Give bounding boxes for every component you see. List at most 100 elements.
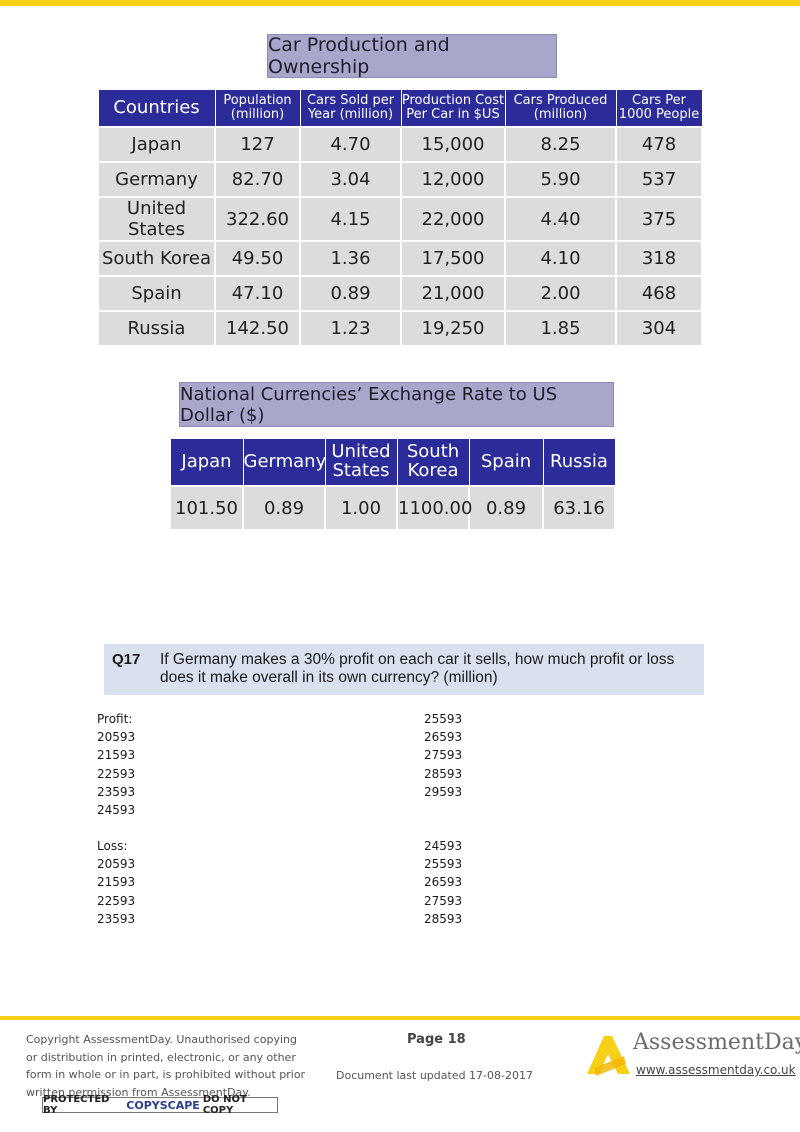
question-number: Q17 [112,651,141,668]
top-accent-bar [0,0,800,6]
profit-options-right: 25593 26593 27593 28593 29593 [424,710,462,801]
table-cell: 1.00 [324,485,398,531]
table-cell: 375 [615,196,703,242]
footer-accent-bar [0,1016,800,1020]
answer-option[interactable]: 21593 [97,875,136,890]
table-cell: 1.36 [299,240,402,277]
table-cell: 478 [615,126,703,163]
table-cell: 318 [615,240,703,277]
answer-option[interactable]: 26593 [424,875,463,890]
answer-option[interactable]: 22593 [97,893,136,908]
answer-option[interactable]: 27593 [424,748,463,763]
answer-option[interactable]: 24593 [424,839,463,853]
answer-option[interactable]: 29593 [424,784,463,799]
table-cell: Russia [97,310,216,347]
table-cell: South Korea [97,240,216,277]
table-cell: 49.50 [214,240,301,277]
last-updated: Document last updated 17-08-2017 [336,1069,533,1082]
table-cell: 3.04 [299,161,402,198]
answer-option[interactable]: 21593 [97,748,136,763]
table-header-row: Japan Germany United States South Korea Sp… [169,438,616,487]
car-production-title: Car Production and Ownership [267,34,557,78]
header-production-cost: Production Cost Per Car in $US [400,89,506,128]
table-cell: 4.10 [504,240,617,277]
header-population: Population (million) [214,89,301,128]
table-row: United States 322.60 4.15 22,000 4.40 37… [97,196,703,242]
table-cell: 8.25 [504,126,617,163]
header-countries: Countries [97,89,216,128]
answer-option[interactable]: 24593 [97,802,136,817]
answer-option[interactable]: 25593 [424,857,463,872]
table-cell: 468 [615,275,703,312]
header-united-states: United States [324,438,398,487]
answer-option[interactable]: 28593 [424,911,463,926]
header-russia: Russia [542,438,616,487]
table-cell: 22,000 [400,196,506,242]
table-cell: 21,000 [400,275,506,312]
header-cars-produced: Cars Produced (million) [504,89,617,128]
table-cell: 127 [214,126,301,163]
table-header-row: Countries Population (million) Cars Sold … [97,89,703,128]
exchange-rate-table: Japan Germany United States South Korea Sp… [169,438,616,531]
table-cell: 1.23 [299,310,402,347]
answer-option[interactable]: 26593 [424,730,463,745]
header-cars-per-1000: Cars Per 1000 People [615,89,703,128]
header-japan: Japan [169,438,244,487]
car-production-table: Countries Population (million) Cars Sold … [97,89,703,347]
copyscape-pre: PROTECTED BY [43,1094,110,1116]
table-cell: 2.00 [504,275,617,312]
header-south-korea: South Korea [396,438,470,487]
page-number: Page 18 [407,1032,466,1047]
table-row: Russia 142.50 1.23 19,250 1.85 304 [97,310,703,347]
loss-options-right: 24593 25593 26593 27593 28593 [424,837,462,928]
table-row: Spain 47.10 0.89 21,000 2.00 468 [97,275,703,312]
table-row: South Korea 49.50 1.36 17,500 4.10 318 [97,240,703,277]
table-cell: 82.70 [214,161,301,198]
loss-heading: Loss: [97,839,128,853]
answer-option[interactable]: 23593 [97,911,136,926]
table-cell: 17,500 [400,240,506,277]
copyscape-brand: COPYSCAPE [126,1098,200,1112]
answer-option[interactable]: 23593 [97,784,136,799]
copyscape-post: DO NOT COPY [202,1094,247,1116]
table-cell: 15,000 [400,126,506,163]
website-link[interactable]: www.assessmentday.co.uk [636,1063,796,1077]
table-cell: 4.15 [299,196,402,242]
header-spain: Spain [468,438,544,487]
question-text: If Germany makes a 30% profit on each ca… [160,651,675,686]
table-cell: 12,000 [400,161,506,198]
profit-heading: Profit: [97,712,133,726]
loss-options-left: Loss: 20593 21593 22593 23593 [97,837,135,928]
table-cell: 0.89 [299,275,402,312]
answer-option[interactable]: 20593 [97,730,136,745]
answer-option[interactable]: 20593 [97,857,136,872]
answer-option[interactable]: 27593 [424,893,463,908]
table-cell: 4.40 [504,196,617,242]
answer-option[interactable]: 25593 [424,712,463,726]
answer-option[interactable]: 28593 [424,766,463,781]
table-cell: 63.16 [542,485,616,531]
table-cell: 142.50 [214,310,301,347]
table-cell: 19,250 [400,310,506,347]
table-cell: 0.89 [242,485,326,531]
table-cell: United States [97,196,216,242]
header-germany: Germany [242,438,326,487]
table-cell: 1100.00 [396,485,472,531]
answer-option[interactable]: 22593 [97,766,136,781]
table-row: Germany 82.70 3.04 12,000 5.90 537 [97,161,703,198]
profit-options-left: Profit: 20593 21593 22593 23593 24593 [97,710,135,819]
question-box: Q17 If Germany makes a 30% profit on eac… [104,644,704,695]
copyright-notice: Copyright AssessmentDay. Unauthorised co… [26,1033,306,1099]
table-cell: Germany [97,161,216,198]
table-row: 101.50 0.89 1.00 1100.00 0.89 63.16 [169,485,616,531]
table-cell: 304 [615,310,703,347]
copyscape-badge[interactable]: PROTECTED BY COPYSCAPE DO NOT COPY [42,1094,278,1116]
table-cell: 1.85 [504,310,617,347]
table-cell: 5.90 [504,161,617,198]
table-cell: 47.10 [214,275,301,312]
exchange-rate-title: National Currencies’ Exchange Rate to US… [179,382,614,427]
table-cell: 101.50 [169,485,244,531]
table-cell: 0.89 [468,485,544,531]
table-row: Japan 127 4.70 15,000 8.25 478 [97,126,703,163]
table-cell: Japan [97,126,216,163]
